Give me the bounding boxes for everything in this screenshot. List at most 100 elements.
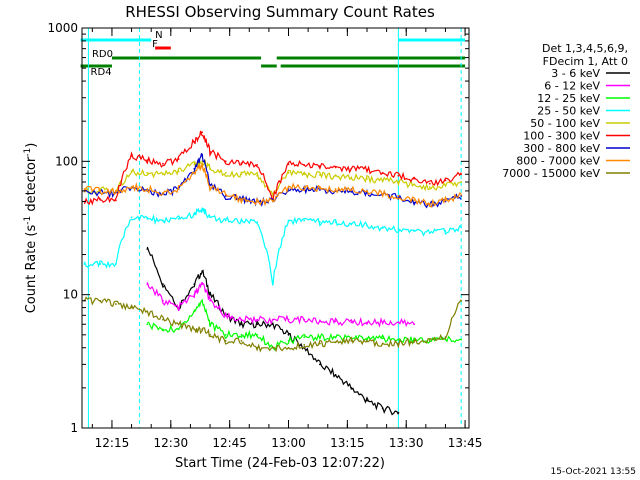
legend-label-1: 6 - 12 keV bbox=[544, 80, 600, 93]
series-5-point-8 bbox=[201, 131, 204, 134]
series-7-point-20 bbox=[381, 192, 384, 195]
series-8-point-23 bbox=[428, 340, 431, 342]
series-4-point-10 bbox=[224, 171, 227, 174]
series-8-point-6 bbox=[177, 323, 180, 326]
series-4-point-25 bbox=[460, 181, 463, 183]
series-2-point-15 bbox=[303, 336, 306, 339]
y-axis: 1 10 100 1000 bbox=[47, 21, 469, 435]
series-5-point-17 bbox=[334, 166, 337, 169]
series-4-point-15 bbox=[303, 173, 306, 176]
series-5-point-3 bbox=[130, 154, 133, 157]
series-8-point-12 bbox=[256, 346, 259, 349]
series-1-point-16 bbox=[319, 320, 321, 323]
series-5-point-1 bbox=[99, 198, 102, 201]
series-8-point-5 bbox=[162, 318, 164, 321]
series-5-point-2 bbox=[114, 199, 117, 202]
series-4-point-3 bbox=[130, 170, 133, 173]
series-5-point-23 bbox=[428, 182, 431, 185]
series-4-point-6 bbox=[177, 170, 180, 173]
series-1-point-15 bbox=[303, 318, 306, 321]
series-3-point-1 bbox=[99, 263, 102, 265]
series-7-point-25 bbox=[460, 194, 463, 196]
series-lines bbox=[83, 130, 463, 416]
series-4-point-22 bbox=[413, 183, 415, 186]
series-0-point-17 bbox=[334, 374, 337, 376]
y-label-sup1: -1 bbox=[23, 216, 33, 225]
series-5-point-15 bbox=[303, 164, 306, 166]
y-axis-label: Count Rate (s-1 detector-1) bbox=[23, 143, 39, 314]
series-0-point-8 bbox=[201, 270, 204, 273]
series-0-point-9 bbox=[209, 293, 211, 296]
series-3-point-4 bbox=[146, 218, 149, 220]
series-1-point-6 bbox=[177, 306, 180, 309]
legend-label-4: 50 - 100 keV bbox=[530, 117, 600, 130]
series-0-point-5 bbox=[162, 283, 164, 286]
series-1-point-22 bbox=[413, 323, 415, 326]
y-label-main: Count Rate (s bbox=[24, 225, 39, 314]
series-0-point-18 bbox=[350, 386, 353, 389]
series-2-point-21 bbox=[397, 338, 400, 341]
timestamp: 15-Oct-2021 13:55 bbox=[551, 467, 636, 477]
series-3-point-15 bbox=[303, 219, 306, 222]
series-5-point-19 bbox=[366, 169, 368, 171]
series-2-point-9 bbox=[209, 323, 211, 326]
series-2-point-20 bbox=[381, 337, 384, 340]
series-8-point-21 bbox=[397, 342, 400, 345]
series-2-point-16 bbox=[319, 336, 321, 339]
series-line-2 bbox=[147, 298, 462, 351]
series-3-point-11 bbox=[240, 219, 243, 222]
series-line-7 bbox=[83, 163, 462, 208]
series-1-point-5 bbox=[162, 299, 164, 302]
series-3-point-25 bbox=[460, 226, 463, 229]
series-3-point-7 bbox=[193, 213, 196, 216]
series-7-point-6 bbox=[177, 188, 180, 190]
series-7-point-9 bbox=[209, 186, 211, 189]
series-1-point-10 bbox=[224, 314, 227, 317]
x-tick-label-3: 13:00 bbox=[271, 436, 306, 450]
series-7-point-14 bbox=[287, 186, 290, 189]
series-4-point-16 bbox=[319, 174, 321, 176]
series-4-point-17 bbox=[334, 174, 337, 177]
series-8-point-14 bbox=[287, 346, 290, 349]
series-0-point-19 bbox=[366, 399, 368, 402]
series-7-point-5 bbox=[162, 191, 164, 194]
series-3-point-8 bbox=[201, 207, 204, 210]
series-7-point-12 bbox=[256, 200, 259, 203]
series-7-point-23 bbox=[428, 202, 431, 205]
series-1-point-19 bbox=[366, 321, 368, 324]
series-1-point-18 bbox=[350, 321, 353, 324]
series-4-point-20 bbox=[381, 179, 384, 182]
series-7-point-22 bbox=[413, 199, 415, 202]
series-8-point-15 bbox=[303, 344, 306, 346]
series-2-point-4 bbox=[146, 323, 149, 326]
x-tick-label-1: 12:30 bbox=[154, 436, 189, 450]
series-2-point-19 bbox=[366, 337, 368, 340]
series-7-point-16 bbox=[319, 187, 321, 189]
series-2-point-7 bbox=[193, 310, 196, 313]
series-2-point-11 bbox=[240, 333, 243, 336]
series-1-point-17 bbox=[334, 320, 337, 323]
series-5-point-12 bbox=[256, 164, 259, 166]
series-7-point-3 bbox=[130, 186, 133, 189]
series-1-point-13 bbox=[271, 318, 274, 321]
series-4-point-19 bbox=[366, 177, 368, 180]
series-8-point-1 bbox=[99, 299, 102, 302]
series-1-point-7 bbox=[193, 293, 196, 296]
series-1-point-21 bbox=[397, 321, 400, 324]
legend-label-6: 300 - 800 keV bbox=[523, 142, 600, 155]
flag-bars: NF RD0 RD4 bbox=[80, 30, 466, 78]
series-7-point-24 bbox=[444, 199, 447, 202]
series-7-point-7 bbox=[193, 171, 196, 174]
series-2-point-25 bbox=[460, 338, 463, 341]
series-7-point-10 bbox=[224, 194, 227, 196]
series-3-point-17 bbox=[334, 221, 337, 224]
flag-label-rd4: RD4 bbox=[91, 67, 112, 78]
series-line-5 bbox=[83, 130, 462, 206]
series-1-point-9 bbox=[209, 299, 211, 302]
flag-label-n: N bbox=[155, 30, 162, 41]
series-0-point-13 bbox=[271, 323, 274, 326]
series-3-point-0 bbox=[83, 263, 86, 265]
series-7-point-13 bbox=[271, 200, 274, 203]
series-7-point-1 bbox=[99, 190, 102, 192]
